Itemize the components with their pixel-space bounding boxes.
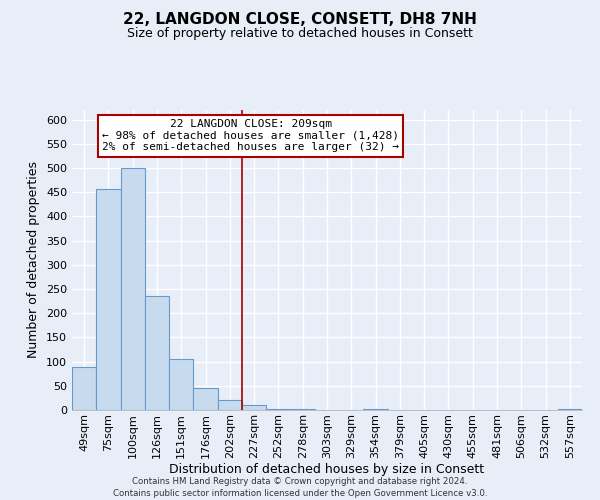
Bar (364, 409, 388, 410)
Bar (145, 296, 169, 410)
Text: Contains HM Land Registry data © Crown copyright and database right 2024.
Contai: Contains HM Land Registry data © Crown c… (113, 476, 487, 498)
Bar (193, 388, 218, 410)
Y-axis label: Number of detached properties: Number of detached properties (28, 162, 40, 358)
Text: 22, LANGDON CLOSE, CONSETT, DH8 7NH: 22, LANGDON CLOSE, CONSETT, DH8 7NH (123, 12, 477, 28)
Bar (218, 400, 242, 410)
Bar (266, 409, 290, 410)
Bar (169, 359, 193, 410)
Bar (96, 190, 121, 410)
Text: Distribution of detached houses by size in Consett: Distribution of detached houses by size … (169, 462, 485, 475)
Bar (121, 168, 145, 410)
Bar (290, 409, 315, 410)
Bar (242, 405, 266, 410)
Text: Size of property relative to detached houses in Consett: Size of property relative to detached ho… (127, 28, 473, 40)
Bar (558, 409, 582, 410)
Text: 22 LANGDON CLOSE: 209sqm
← 98% of detached houses are smaller (1,428)
2% of semi: 22 LANGDON CLOSE: 209sqm ← 98% of detach… (102, 119, 399, 152)
Bar (72, 367, 96, 410)
